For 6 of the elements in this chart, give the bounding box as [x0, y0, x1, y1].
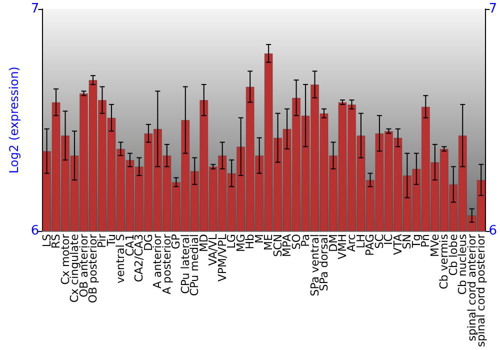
x-tick-label: A posterior [160, 234, 174, 294]
y2-tick-label: 6 [488, 224, 498, 239]
y-axis-title: Log2 (expression) [7, 66, 21, 174]
x-tick-label: Tg [410, 234, 423, 249]
y2-tick-label: 7 [488, 2, 498, 16]
x-tick-label: spinal cord posterior [474, 234, 488, 348]
